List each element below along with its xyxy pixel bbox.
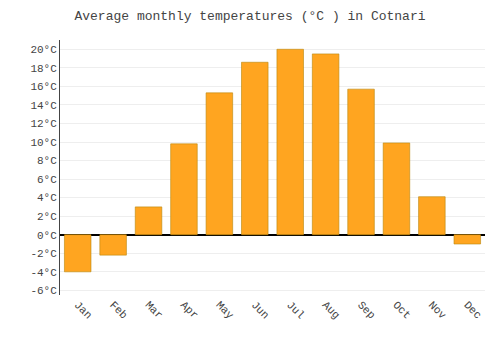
svg-text:Apr: Apr [178, 299, 200, 321]
svg-text:Jul: Jul [284, 299, 306, 321]
svg-text:8°C: 8°C [37, 155, 57, 167]
svg-text:16°C: 16°C [30, 81, 57, 93]
svg-text:Nov: Nov [426, 299, 449, 322]
svg-text:Sep: Sep [355, 299, 377, 321]
svg-text:Dec: Dec [461, 299, 483, 321]
svg-text:12°C: 12°C [30, 118, 57, 130]
svg-text:10°C: 10°C [30, 137, 57, 149]
svg-text:14°C: 14°C [30, 100, 57, 112]
svg-text:2°C: 2°C [37, 211, 57, 223]
svg-text:Jun: Jun [249, 299, 271, 321]
svg-text:Aug: Aug [320, 299, 342, 321]
svg-text:Jan: Jan [72, 299, 94, 321]
svg-text:0°C: 0°C [37, 230, 57, 242]
svg-text:20°C: 20°C [30, 44, 57, 56]
svg-text:Mar: Mar [143, 299, 165, 321]
svg-text:Feb: Feb [107, 299, 129, 321]
svg-text:-2°C: -2°C [30, 248, 57, 260]
svg-text:18°C: 18°C [30, 63, 57, 75]
svg-text:Oct: Oct [390, 299, 412, 321]
svg-text:6°C: 6°C [37, 174, 57, 186]
svg-text:4°C: 4°C [37, 192, 57, 204]
svg-text:Average monthly temperatures (: Average monthly temperatures (°C ) in Co… [74, 9, 425, 24]
svg-text:-6°C: -6°C [30, 285, 57, 297]
svg-text:-4°C: -4°C [30, 267, 57, 279]
svg-text:May: May [213, 299, 236, 322]
